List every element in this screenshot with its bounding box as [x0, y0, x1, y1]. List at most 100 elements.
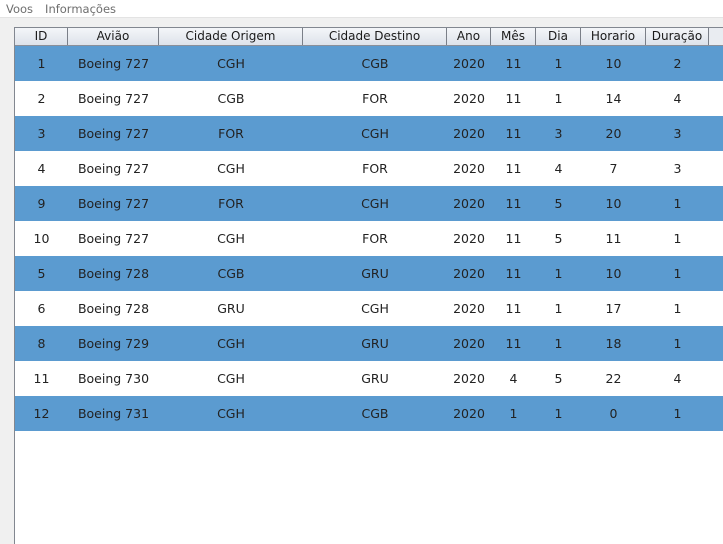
cell-dia: 1 [554, 56, 563, 71]
table-row[interactable]: 1 Boeing 727 CGH CGB 2020 11 1 10 2 [15, 46, 723, 81]
column-header-dia[interactable]: Dia [536, 28, 581, 45]
column-header-id[interactable]: ID [15, 28, 68, 45]
table-row[interactable]: 10 Boeing 727 CGH FOR 2020 11 5 11 1 [15, 221, 723, 256]
cell-cidade-origem: CGH [217, 406, 245, 421]
cell-duracao: 1 [673, 266, 682, 281]
table-body: 1 Boeing 727 CGH CGB 2020 11 1 10 2 2 Boeing 727 CG… [15, 46, 723, 431]
cell-horario: 14 [605, 91, 622, 106]
cell-dia: 5 [554, 371, 563, 386]
cell-id: 4 [37, 161, 46, 176]
cell-cidade-destino: GRU [361, 336, 389, 351]
cell-ano: 2020 [453, 231, 485, 246]
cell-cidade-destino: FOR [362, 161, 388, 176]
cell-dia: 1 [554, 91, 563, 106]
cell-duracao: 1 [673, 196, 682, 211]
cell-aviao: Boeing 727 [77, 91, 150, 106]
cell-cidade-origem: CGH [217, 56, 245, 71]
cell-mes: 11 [505, 91, 522, 106]
column-header-horario[interactable]: Horario [581, 28, 646, 45]
cell-id: 1 [37, 56, 46, 71]
cell-duracao: 1 [673, 231, 682, 246]
column-header-cidade-origem[interactable]: Cidade Origem [159, 28, 303, 45]
cell-aviao: Boeing 727 [77, 161, 150, 176]
cell-id: 9 [37, 196, 46, 211]
cell-cidade-destino: GRU [361, 371, 389, 386]
cell-dia: 1 [554, 406, 563, 421]
column-header-duracao[interactable]: Duração [646, 28, 709, 45]
cell-horario: 22 [605, 371, 622, 386]
table-row[interactable]: 11 Boeing 730 CGH GRU 2020 4 5 22 4 [15, 361, 723, 396]
cell-dia: 5 [554, 196, 563, 211]
cell-cidade-destino: FOR [362, 91, 388, 106]
table-row[interactable]: 12 Boeing 731 CGH CGB 2020 1 1 0 1 [15, 396, 723, 431]
flights-table: ID Avião Cidade Origem Cidade Destino An… [14, 27, 723, 544]
cell-mes: 11 [505, 301, 522, 316]
cell-aviao: Boeing 728 [77, 301, 150, 316]
cell-cidade-origem: CGH [217, 231, 245, 246]
cell-dia: 1 [554, 336, 563, 351]
cell-duracao: 4 [673, 371, 682, 386]
cell-dia: 3 [554, 126, 563, 141]
cell-horario: 17 [605, 301, 622, 316]
table-row[interactable]: 6 Boeing 728 GRU CGH 2020 11 1 17 1 [15, 291, 723, 326]
table-row[interactable]: 5 Boeing 728 CGB GRU 2020 11 1 10 1 [15, 256, 723, 291]
cell-id: 6 [37, 301, 46, 316]
cell-mes: 11 [505, 231, 522, 246]
cell-horario: 11 [605, 231, 622, 246]
cell-horario: 18 [605, 336, 622, 351]
cell-ano: 2020 [453, 266, 485, 281]
menu-voos[interactable]: Voos [6, 1, 34, 16]
cell-mes: 11 [505, 126, 522, 141]
cell-cidade-destino: GRU [361, 266, 389, 281]
cell-cidade-origem: CGH [217, 336, 245, 351]
cell-ano: 2020 [453, 161, 485, 176]
table-row[interactable]: 2 Boeing 727 CGB FOR 2020 11 1 14 4 [15, 81, 723, 116]
cell-cidade-destino: CGH [361, 126, 389, 141]
cell-cidade-destino: CGH [361, 301, 389, 316]
cell-cidade-origem: CGB [217, 266, 245, 281]
cell-duracao: 1 [673, 406, 682, 421]
cell-cidade-origem: CGB [217, 91, 245, 106]
cell-ano: 2020 [453, 196, 485, 211]
cell-dia: 5 [554, 231, 563, 246]
cell-duracao: 3 [673, 126, 682, 141]
cell-ano: 2020 [453, 336, 485, 351]
cell-ano: 2020 [453, 371, 485, 386]
menu-bar: Voos Informações [0, 0, 723, 18]
cell-horario: 20 [605, 126, 622, 141]
column-header-cidade-destino[interactable]: Cidade Destino [303, 28, 447, 45]
cell-duracao: 2 [673, 56, 682, 71]
column-header-mes[interactable]: Mês [491, 28, 536, 45]
cell-dia: 1 [554, 301, 563, 316]
cell-mes: 11 [505, 196, 522, 211]
table-row[interactable]: 9 Boeing 727 FOR CGH 2020 11 5 10 1 [15, 186, 723, 221]
column-header-aviao[interactable]: Avião [68, 28, 159, 45]
table-row[interactable]: 3 Boeing 727 FOR CGH 2020 11 3 20 3 [15, 116, 723, 151]
menu-informacoes[interactable]: Informações [45, 1, 117, 16]
cell-cidade-destino: CGB [361, 56, 389, 71]
cell-aviao: Boeing 731 [77, 406, 150, 421]
cell-mes: 1 [509, 406, 518, 421]
cell-horario: 0 [609, 406, 618, 421]
cell-id: 11 [33, 371, 50, 386]
cell-cidade-origem: GRU [217, 301, 245, 316]
cell-id: 10 [33, 231, 50, 246]
cell-ano: 2020 [453, 301, 485, 316]
cell-id: 3 [37, 126, 46, 141]
cell-aviao: Boeing 727 [77, 56, 150, 71]
cell-cidade-destino: CGB [361, 406, 389, 421]
cell-horario: 10 [605, 196, 622, 211]
table-row[interactable]: 8 Boeing 729 CGH GRU 2020 11 1 18 1 [15, 326, 723, 361]
column-header-ano[interactable]: Ano [447, 28, 491, 45]
cell-aviao: Boeing 727 [77, 231, 150, 246]
cell-aviao: Boeing 727 [77, 196, 150, 211]
cell-mes: 11 [505, 56, 522, 71]
table-header: ID Avião Cidade Origem Cidade Destino An… [15, 28, 723, 46]
cell-duracao: 1 [673, 301, 682, 316]
cell-mes: 11 [505, 336, 522, 351]
cell-cidade-origem: CGH [217, 161, 245, 176]
cell-id: 2 [37, 91, 46, 106]
cell-horario: 10 [605, 56, 622, 71]
table-row[interactable]: 4 Boeing 727 CGH FOR 2020 11 4 7 3 [15, 151, 723, 186]
cell-duracao: 4 [673, 91, 682, 106]
